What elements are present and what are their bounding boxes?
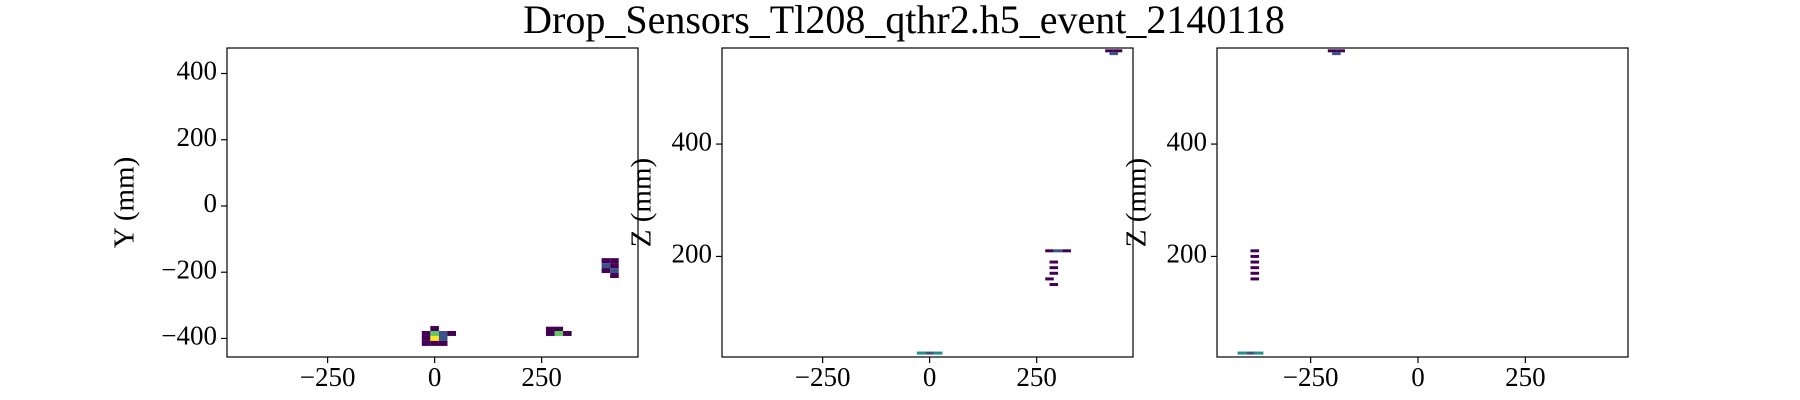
x-tick-label: 0: [428, 362, 442, 392]
heatmap-cell: [421, 340, 431, 346]
heatmap-cell: [1250, 260, 1260, 264]
heatmap-cell: [1049, 260, 1059, 264]
heatmap-cell: [916, 351, 926, 355]
heatmap-cell: [1250, 249, 1260, 253]
x-tick-label: −250: [1283, 362, 1339, 392]
heatmap-cell: [1049, 283, 1059, 287]
heatmap-cell: [545, 326, 555, 332]
x-tick-label: 0: [923, 362, 937, 392]
heatmap-cell: [925, 351, 934, 355]
axes-frame: [226, 47, 639, 358]
heatmap-cell: [421, 331, 431, 336]
heatmap-cell: [1045, 249, 1054, 253]
y-tick-label: 400: [1167, 126, 1208, 156]
heatmap-cell: [1113, 49, 1123, 53]
heatmap-cell: [610, 258, 619, 264]
heatmap-cell: [1246, 351, 1255, 355]
heatmap-cell: [438, 331, 448, 336]
y-tick-label: −400: [161, 321, 217, 351]
heatmap-cell: [1109, 52, 1119, 56]
x-tick-label: −250: [795, 362, 851, 392]
heatmap-cell: [1237, 351, 1247, 355]
y-axis-label: Z (mm): [626, 158, 658, 247]
heatmap-cell: [1062, 249, 1071, 253]
heatmap-cell: [1327, 49, 1337, 53]
y-tick-label: 200: [177, 122, 218, 152]
heatmap-cell: [430, 335, 439, 341]
heatmap-cell: [601, 263, 611, 269]
heatmap-cell: [610, 268, 619, 274]
y-axis-label: Z (mm): [1121, 158, 1153, 247]
heatmap-cell: [1049, 271, 1059, 275]
x-tick-label: 250: [521, 362, 562, 392]
heatmap-cell: [1250, 271, 1260, 275]
x-tick-label: 250: [1505, 362, 1546, 392]
heatmap-cell: [421, 335, 431, 341]
heatmap-cell: [610, 263, 619, 269]
y-tick-label: −200: [161, 254, 217, 284]
heatmap-cell: [1105, 49, 1114, 53]
heatmap-cell: [1053, 249, 1063, 253]
axes-frame: [1216, 47, 1629, 358]
axes-frame: [721, 47, 1134, 358]
heatmap-cell: [1254, 351, 1264, 355]
heatmap-cell: [430, 331, 439, 336]
heatmap-cell: [430, 340, 439, 346]
y-tick-label: 400: [672, 126, 713, 156]
heatmap-cell: [563, 331, 572, 336]
heatmap-cell: [554, 331, 564, 336]
heatmap-cell: [1336, 49, 1345, 53]
heatmap-cell: [545, 331, 555, 336]
y-tick-label: 400: [177, 56, 218, 86]
heatmap-cell: [610, 273, 619, 279]
y-axis-label: Y (mm): [109, 157, 141, 249]
heatmap-cell: [1332, 52, 1341, 56]
x-tick-label: 0: [1411, 362, 1425, 392]
heatmap-cell: [438, 340, 448, 346]
y-tick-label: 0: [204, 188, 218, 218]
y-tick-label: 200: [672, 239, 713, 269]
heatmap-cell: [430, 326, 439, 332]
heatmap-cell: [1250, 254, 1260, 258]
heatmap-cell: [1045, 277, 1054, 281]
heatmap-cell: [447, 331, 457, 336]
heatmap-cell: [1250, 277, 1260, 281]
figure-title: Drop_Sensors_Tl208_qthr2.h5_event_214011…: [523, 0, 1285, 42]
y-tick-label: 200: [1167, 239, 1208, 269]
heatmap-cell: [438, 335, 448, 341]
heatmap-cell: [601, 268, 611, 274]
heatmap-cell: [1049, 266, 1059, 270]
heatmap-cell: [554, 326, 564, 332]
heatmap-cell: [601, 258, 611, 264]
x-tick-label: −250: [300, 362, 356, 392]
x-tick-label: 250: [1016, 362, 1057, 392]
heatmap-cell: [933, 351, 943, 355]
heatmap-cell: [1250, 266, 1260, 270]
